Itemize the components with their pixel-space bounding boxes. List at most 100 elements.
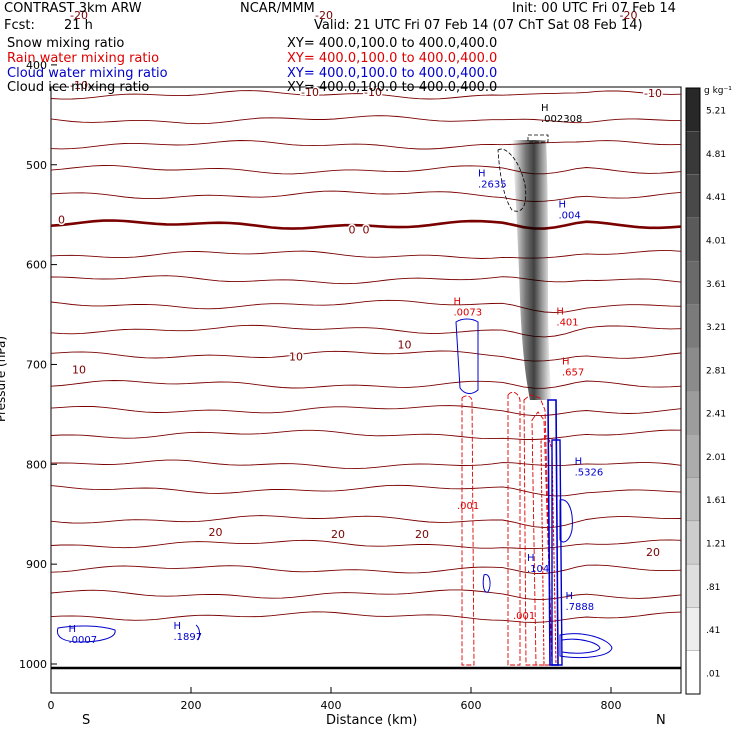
cloud-water-contour — [482, 574, 491, 593]
temperature-contours — [51, 90, 681, 623]
high-value: .1897 — [174, 632, 203, 643]
high-value: .401 — [556, 318, 578, 329]
isotherm-minor — [51, 589, 681, 600]
y-tick-label: 900 — [26, 558, 47, 571]
x-tick-label: 800 — [601, 699, 622, 712]
high-marker: H — [559, 200, 567, 211]
high-value: .0007 — [69, 635, 98, 646]
contour-label: -10 — [644, 87, 662, 100]
high-value: .104 — [527, 564, 549, 575]
high-value: .5326 — [575, 467, 604, 478]
x-tick-label: 600 — [461, 699, 482, 712]
high-marker: H — [575, 456, 583, 467]
ice-contour — [527, 134, 549, 143]
isotherm-minor — [51, 299, 681, 314]
contour-label: -20 — [315, 9, 333, 22]
snow-plume-shade — [512, 140, 552, 400]
rain-contour — [523, 394, 553, 666]
contour-label: -10 — [364, 86, 382, 99]
isotherm-minor — [51, 380, 681, 389]
colorbar-level-label: 5.21 — [706, 107, 726, 117]
contour-label: 10 — [72, 363, 86, 376]
high-value: .002308 — [541, 114, 582, 125]
colorbar-level-label: 2.01 — [706, 453, 726, 463]
colorbar-swatch — [685, 477, 701, 522]
cloud-water-contour — [551, 439, 563, 666]
isotherm-minor — [51, 515, 681, 529]
high-marker: H — [69, 624, 77, 635]
cloud-water-contour — [455, 318, 479, 394]
isotherm-20 — [51, 539, 681, 550]
field-cloudwater-xy: XY= 400.0,100.0 to 400.0,400.0 — [287, 66, 498, 81]
x-tick-label: 200 — [181, 699, 202, 712]
forecast-hour: 21 h — [64, 18, 93, 33]
init-time: Init: 00 UTC Fri 07 Feb 14 — [512, 1, 676, 16]
high-value: .7888 — [566, 602, 595, 613]
colorbar-level-label: 2.81 — [706, 366, 726, 376]
colorbar-swatch — [685, 174, 701, 219]
colorbar-level-label: .01 — [706, 669, 720, 679]
x-axis-label: Distance (km) — [326, 713, 418, 728]
isotherm-minor — [51, 324, 681, 338]
high-value: .2635 — [478, 180, 507, 191]
high-marker: H — [566, 591, 574, 602]
field-rain-xy: XY= 400.0,100.0 to 400.0,400.0 — [287, 51, 498, 66]
high-marker: H — [174, 621, 182, 632]
field-snow-xy: XY= 400.0,100.0 to 400.0,400.0 — [287, 36, 498, 51]
colorbar-swatch — [685, 390, 701, 435]
forecast-label: Fcst: — [4, 18, 35, 33]
field-ice-name: Cloud ice mixing ratio — [7, 80, 150, 95]
high-marker: H — [541, 103, 549, 114]
axes: 1002003004005006007008009001000020040060… — [19, 59, 622, 712]
valid-time: Valid: 21 UTC Fri 07 Feb 14 (07 ChT Sat … — [314, 18, 643, 33]
high-value: .657 — [562, 367, 584, 378]
isotherm--10 — [51, 90, 681, 100]
isotherm-minor — [51, 429, 681, 440]
colorbar-frame — [685, 87, 701, 695]
colorbar-level-label: .41 — [706, 626, 720, 636]
contour-label: 10 — [398, 339, 412, 352]
snow-plume — [497, 134, 552, 400]
contour-label: 20 — [646, 546, 660, 559]
isotherm-minor — [51, 140, 681, 150]
colorbar: 5.21 4.81 4.41 4.01 3.61 3.21 2.81 2.41 2.01 1.61… — [685, 87, 726, 695]
ice-contour — [497, 148, 527, 212]
colorbar-level-label: 4.81 — [706, 150, 726, 160]
contour-labels: -80-80-80-40-40-40-40-30-30-30-30-20-20-… — [57, 8, 664, 647]
isotherm-10 — [51, 350, 681, 362]
colorbar-swatch — [685, 650, 701, 695]
colorbar-level-label: 4.01 — [706, 237, 726, 247]
contour-label: -10 — [70, 79, 88, 92]
colorbar-swatch — [685, 260, 701, 305]
field-cloudwater-name: Cloud water mixing ratio — [7, 66, 168, 81]
y-tick-label: 400 — [26, 59, 47, 72]
isotherm-minor — [51, 405, 681, 417]
colorbar-level-label: 2.41 — [706, 410, 726, 420]
rain-contour — [461, 395, 475, 666]
contour-value-label: .001 — [457, 501, 479, 512]
colorbar-level-label: 3.61 — [706, 280, 726, 290]
isotherm-minor — [51, 115, 681, 125]
colorbar-swatch — [685, 131, 701, 175]
center-label: NCAR/MMM — [240, 1, 315, 16]
contour-label: -10 — [301, 86, 319, 99]
x-tick-label: 0 — [48, 699, 55, 712]
colorbar-swatch — [685, 87, 701, 132]
plot-frame — [50, 86, 682, 694]
high-marker: H — [478, 169, 486, 180]
y-tick-label: 600 — [26, 259, 47, 272]
high-value: .0073 — [454, 308, 483, 319]
contour-label: 0 — [363, 224, 370, 237]
isotherm-minor — [51, 190, 681, 202]
x-tick-label: 400 — [321, 699, 342, 712]
colorbar-unit: g kg⁻¹ — [704, 86, 732, 96]
isotherm-minor — [51, 250, 681, 259]
contour-label: -20 — [70, 9, 88, 22]
high-value: .004 — [559, 211, 581, 222]
model-title: CONTRAST 3km ARW — [4, 1, 142, 16]
contour-label: 10 — [289, 351, 303, 364]
contour-value-label: .001 — [513, 611, 535, 622]
rain-contour — [507, 391, 521, 666]
colorbar-swatch — [685, 347, 701, 392]
field-rain-name: Rain water mixing ratio — [7, 51, 160, 66]
